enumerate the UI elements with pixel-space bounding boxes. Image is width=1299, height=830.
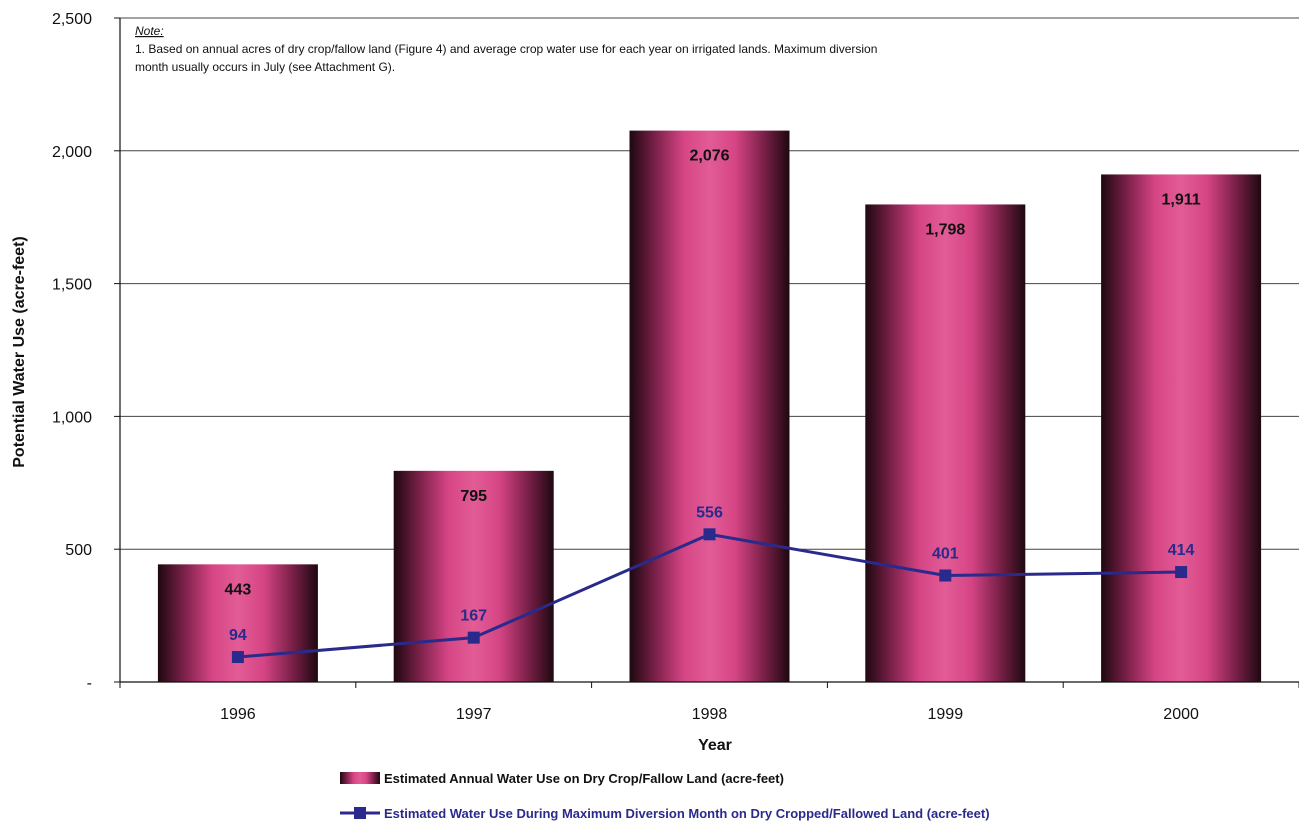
bar [865, 204, 1026, 682]
line-data-label: 414 [1168, 542, 1195, 559]
line-marker [467, 631, 480, 644]
line-marker [703, 528, 716, 541]
y-axis-title: Potential Water Use (acre-feet) [11, 236, 28, 467]
bar-data-label: 1,798 [925, 221, 965, 238]
bar-data-label: 795 [460, 488, 487, 505]
x-tick-label: 2000 [1163, 706, 1199, 723]
line-data-label: 556 [696, 504, 723, 521]
bar-data-label: 1,911 [1162, 191, 1201, 208]
line-data-label: 94 [229, 627, 247, 644]
y-tick-label: 1,500 [52, 277, 92, 294]
note-line-2: month usually occurs in July (see Attach… [135, 60, 395, 74]
legend-line-label: Estimated Water Use During Maximum Diver… [384, 806, 990, 821]
note-line-1: 1. Based on annual acres of dry crop/fal… [135, 42, 877, 56]
y-tick-label: - [87, 675, 92, 692]
x-tick-label: 1998 [692, 706, 728, 723]
bar [393, 470, 554, 682]
x-tick-label: 1999 [928, 706, 964, 723]
line-marker [1175, 566, 1188, 579]
bar [1101, 174, 1262, 682]
legend-bar-label: Estimated Annual Water Use on Dry Crop/F… [384, 771, 784, 786]
legend: Estimated Annual Water Use on Dry Crop/F… [340, 771, 990, 821]
x-axis-title: Year [698, 737, 732, 754]
y-tick-label: 2,500 [52, 11, 92, 28]
legend-bar-swatch [340, 772, 380, 784]
line-marker [939, 569, 952, 582]
y-tick-label: 1,000 [52, 409, 92, 426]
line-marker [231, 651, 244, 664]
y-tick-label: 2,000 [52, 144, 92, 161]
bar-data-label: 2,076 [689, 148, 729, 165]
line-data-label: 167 [460, 608, 487, 625]
legend-line-marker [354, 807, 366, 819]
x-tick-label: 1996 [220, 706, 256, 723]
x-tick-label: 1997 [456, 706, 492, 723]
line-data-label: 401 [932, 545, 959, 562]
note-heading: Note: [135, 24, 164, 38]
bar-data-label: 443 [225, 581, 252, 598]
y-tick-label: 500 [65, 542, 92, 559]
bar [629, 130, 790, 683]
